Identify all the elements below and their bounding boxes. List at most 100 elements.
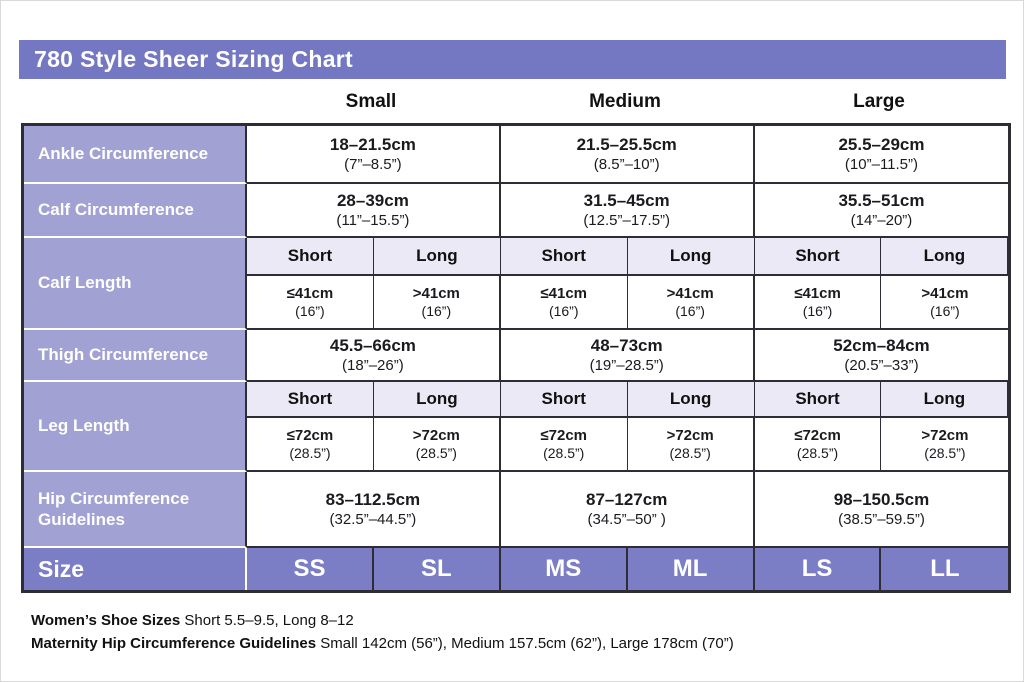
value-inches: (16”) <box>548 303 579 319</box>
row-label-hip-circumference-guidelines: Hip Circumference Guidelines <box>24 472 247 548</box>
value-inches: (28.5”) <box>924 445 966 461</box>
footnote-shoe-sizes-label: Women’s Shoe Sizes <box>31 612 181 629</box>
value-inches: (19”–28.5”) <box>589 356 664 374</box>
footnote-maternity-text: Small 142cm (56”), Medium 157.5cm (62”),… <box>316 635 734 653</box>
hip-medium-cell: 87–127cm (34.5”–50” ) <box>500 472 755 548</box>
size-code-sl: SL <box>373 548 501 590</box>
leg-length-medium-long-cell: >72cm (28.5”) <box>627 418 755 472</box>
hip-small-cell: 83–112.5cm (32.5”–44.5”) <box>247 472 501 548</box>
value-inches: (16”) <box>295 303 325 319</box>
row-label-leg-length: Leg Length <box>24 382 247 472</box>
value-inches: (16”) <box>421 303 452 319</box>
value-cm: 35.5–51cm <box>838 190 925 210</box>
subheader-long: Long <box>373 382 501 418</box>
table-row-calf-length-subheaders: Calf Length Short Long Short Long Short … <box>24 238 1009 330</box>
value-inches: (34.5”–50” ) <box>587 510 666 528</box>
value-cm: ≤41cm <box>286 284 334 302</box>
value-inches: (10”–11.5”) <box>844 155 919 173</box>
ankle-medium-cell: 21.5–25.5cm (8.5”–10”) <box>500 126 755 184</box>
value-cm: >41cm <box>921 284 969 302</box>
value-inches: (28.5”) <box>543 445 585 461</box>
subheader-long: Long <box>373 238 501 276</box>
leg-length-large-long-cell: >72cm (28.5”) <box>881 418 1009 472</box>
value-cm: 31.5–45cm <box>583 190 670 210</box>
value-inches: (28.5”) <box>289 445 331 461</box>
sizing-table: Ankle Circumference 18–21.5cm (7”–8.5”) … <box>21 123 1012 593</box>
footnote-shoe-sizes-text: Short 5.5–9.5, Long 8–12 <box>180 612 354 629</box>
value-inches: (32.5”–44.5”) <box>329 510 417 528</box>
subheader-long: Long <box>627 382 755 418</box>
value-cm: 83–112.5cm <box>325 489 421 509</box>
calf-length-large-short-cell: ≤41cm (16”) <box>754 276 882 330</box>
calf-length-medium-long-cell: >41cm (16”) <box>627 276 755 330</box>
table-row-calf-length-values: ≤41cm (16”) >41cm (16”) ≤41cm (16”) >41c… <box>24 276 1009 330</box>
subheader-short: Short <box>500 382 628 418</box>
value-inches: (28.5”) <box>669 445 711 461</box>
row-label-ankle-circumference: Ankle Circumference <box>24 126 247 184</box>
value-inches: (7”–8.5”) <box>344 155 402 173</box>
row-label-calf-length: Calf Length <box>24 238 247 330</box>
value-cm: 98–150.5cm <box>833 489 930 509</box>
value-inches: (12.5”–17.5”) <box>583 211 671 229</box>
table-row-hip-circumference: Hip Circumference Guidelines 83–112.5cm … <box>24 472 1009 548</box>
ankle-large-cell: 25.5–29cm (10”–11.5”) <box>754 126 1009 184</box>
value-cm: ≤41cm <box>540 284 588 302</box>
value-cm: 52cm–84cm <box>833 335 930 355</box>
value-inches: (16”) <box>675 303 705 319</box>
thigh-large-cell: 52cm–84cm (20.5”–33”) <box>754 330 1009 382</box>
footnote-maternity: Maternity Hip Circumference Guidelines S… <box>31 632 1001 655</box>
value-inches: (11”–15.5”) <box>336 211 410 229</box>
table-row-ankle: Ankle Circumference 18–21.5cm (7”–8.5”) … <box>24 126 1009 184</box>
value-inches: (16”) <box>930 303 960 319</box>
subheader-short: Short <box>754 238 882 276</box>
table-row-leg-length-values: ≤72cm (28.5”) >72cm (28.5”) ≤72cm (28.5”… <box>24 418 1009 472</box>
size-code-ll: LL <box>881 548 1009 590</box>
subheader-short: Short <box>500 238 628 276</box>
value-cm: 21.5–25.5cm <box>576 134 677 154</box>
value-cm: 18–21.5cm <box>329 134 416 154</box>
calf-length-large-long-cell: >41cm (16”) <box>881 276 1009 330</box>
value-cm: 28–39cm <box>336 190 409 210</box>
leg-length-small-long-cell: >72cm (28.5”) <box>373 418 501 472</box>
value-inches: (8.5”–10”) <box>593 155 660 173</box>
calf-circ-small-cell: 28–39cm (11”–15.5”) <box>247 184 501 238</box>
size-code-ms: MS <box>500 548 628 590</box>
group-header-small: Small <box>345 91 397 112</box>
thigh-medium-cell: 48–73cm (19”–28.5”) <box>500 330 755 382</box>
row-label-thigh-circumference: Thigh Circumference <box>24 330 247 382</box>
subheader-short: Short <box>754 382 882 418</box>
table-row-thigh-circumference: Thigh Circumference 45.5–66cm (18”–26”) … <box>24 330 1009 382</box>
calf-circ-large-cell: 35.5–51cm (14”–20”) <box>754 184 1009 238</box>
calf-circ-medium-cell: 31.5–45cm (12.5”–17.5”) <box>500 184 755 238</box>
calf-length-medium-short-cell: ≤41cm (16”) <box>500 276 628 330</box>
size-code-ls: LS <box>754 548 882 590</box>
value-cm: 45.5–66cm <box>329 335 416 355</box>
subheader-long: Long <box>881 238 1009 276</box>
size-code-ml: ML <box>627 548 755 590</box>
value-cm: 25.5–29cm <box>838 134 925 154</box>
subheader-long: Long <box>881 382 1009 418</box>
group-header-large: Large <box>853 91 905 112</box>
value-cm: >72cm <box>921 426 969 444</box>
value-cm: >41cm <box>666 284 714 302</box>
value-inches: (38.5”–59.5”) <box>838 510 925 528</box>
size-code-ss: SS <box>247 548 374 590</box>
page-title: 780 Style Sheer Sizing Chart <box>34 46 354 72</box>
value-inches: (28.5”) <box>415 445 457 461</box>
table-row-leg-length-subheaders: Leg Length Short Long Short Long Short L… <box>24 382 1009 472</box>
subheader-long: Long <box>627 238 755 276</box>
value-cm: 48–73cm <box>590 335 663 355</box>
value-cm: ≤72cm <box>794 426 841 444</box>
value-cm: >72cm <box>666 426 714 444</box>
hip-large-cell: 98–150.5cm (38.5”–59.5”) <box>754 472 1009 548</box>
value-inches: (28.5”) <box>796 445 839 461</box>
table-row-size: Size SS SL MS ML LS LL <box>24 548 1009 590</box>
footnote-maternity-label: Maternity Hip Circumference Guidelines <box>31 635 317 653</box>
value-cm: >72cm <box>412 426 460 444</box>
value-cm: >41cm <box>412 284 460 302</box>
group-header-medium: Medium <box>589 91 661 112</box>
calf-length-small-long-cell: >41cm (16”) <box>373 276 501 330</box>
size-group-headers: Small Medium Large <box>21 91 1006 121</box>
row-label-calf-circumference: Calf Circumference <box>24 184 247 238</box>
